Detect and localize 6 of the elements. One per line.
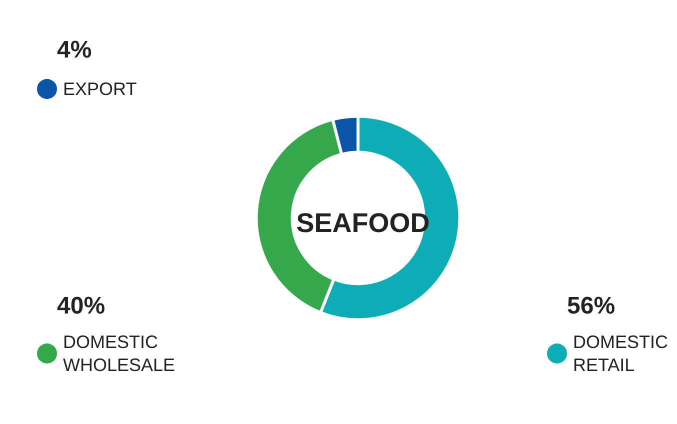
data-label: 40%	[57, 292, 106, 320]
legend-label: DOMESTIC WHOLESALE	[63, 332, 176, 375]
legend-label: EXPORT	[63, 79, 137, 99]
legend-label: DOMESTIC RETAIL	[573, 332, 668, 375]
data-label: 56%	[567, 292, 616, 320]
data-label: 4%	[57, 36, 92, 64]
